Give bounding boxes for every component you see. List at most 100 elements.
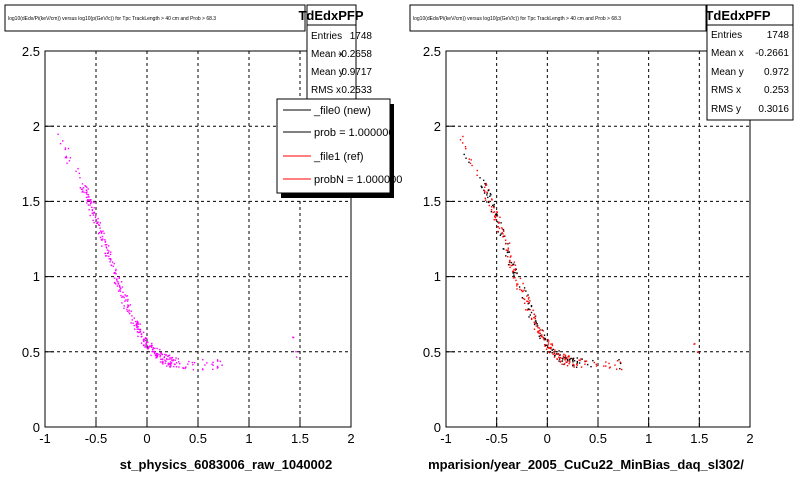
left-data-point: [126, 300, 129, 302]
right-x-tick-label: 2: [746, 431, 753, 446]
right-data-point: [496, 215, 499, 217]
left-data-point: [136, 326, 138, 328]
right-data-point: [527, 298, 530, 300]
right-data-point: [557, 353, 559, 356]
right-data-point: [564, 354, 567, 356]
left-data-point: [169, 366, 171, 368]
right-data-point: [512, 263, 514, 266]
left-data-point: [81, 183, 84, 185]
right-data-point: [527, 308, 530, 310]
left-data-point: [104, 244, 107, 246]
left-data-point: [105, 247, 108, 249]
right-data-point: [497, 226, 499, 228]
left-data-point: [212, 361, 214, 363]
right-data-point: [501, 228, 504, 230]
left-data-point: [155, 357, 157, 359]
left-data-point: [102, 238, 104, 240]
right-data-point: [536, 331, 539, 333]
right-data-point: [504, 239, 507, 241]
right-data-point: [609, 366, 611, 368]
right-data-point: [553, 352, 555, 355]
left-data-point: [175, 357, 177, 359]
left-data-point: [136, 328, 138, 330]
left-data-point: [108, 245, 110, 247]
left-data-point: [64, 147, 67, 149]
left-data-point: [132, 322, 134, 324]
right-data-point: [514, 276, 516, 279]
right-data-point: [572, 365, 574, 367]
right-data-point: [493, 219, 495, 221]
right-data-point: [513, 271, 515, 274]
left-title: log10(dEdx/Pi(keV/cm)) versus log10(p(Ge…: [8, 16, 216, 22]
right-data-point: [542, 330, 545, 332]
right-data-point: [512, 277, 515, 279]
left-data-point: [155, 353, 158, 355]
right-data-point: [484, 191, 486, 193]
left-data-point: [81, 191, 83, 193]
right-data-point: [538, 335, 541, 337]
right-data-point: [488, 200, 491, 203]
right-data-point: [581, 358, 583, 360]
right-data-point: [572, 363, 574, 366]
right-data-point: [558, 358, 561, 360]
left-stats-box: TdEdxPFP Entries 1748 Mean x -0.2658 Mea…: [298, 4, 372, 102]
right-data-point: [545, 348, 548, 350]
right-data-point: [541, 329, 543, 331]
right-data-point: [493, 211, 496, 213]
right-data-point: [554, 355, 556, 357]
right-data-point: [514, 271, 516, 274]
left-data-point: [146, 337, 148, 340]
left-data-point: [182, 367, 185, 369]
right-data-point: [525, 290, 527, 292]
left-data-point: [113, 271, 116, 274]
right-data-point: [506, 251, 509, 254]
left-data-point: [128, 309, 130, 311]
left-data-point: [84, 185, 86, 187]
left-data-point: [111, 261, 114, 263]
left-data-point: [87, 196, 89, 198]
right-data-point: [569, 361, 571, 363]
right-data-point: [551, 351, 553, 354]
right-data-point: [527, 300, 529, 303]
right-y-tick-label: 2.5: [423, 44, 441, 59]
left-data-point: [95, 219, 98, 221]
right-x-ticks: -1 -0.5 0 0.5 1 1.5 2: [440, 431, 753, 446]
left-data-point: [170, 365, 172, 367]
left-data-point: [159, 348, 161, 351]
right-data-point: [535, 322, 537, 324]
right-data-point: [563, 356, 565, 359]
right-data-point: [484, 186, 486, 188]
left-x-tick-label: -0.5: [85, 431, 107, 446]
left-data-point: [152, 348, 154, 350]
right-data-point: [542, 337, 545, 339]
left-data-point: [91, 206, 93, 209]
right-data-point: [485, 182, 487, 185]
left-data-point: [81, 188, 84, 190]
right-data-point: [459, 139, 462, 141]
right-data-point: [479, 177, 481, 179]
legend-label-file0: _file0 (new): [313, 105, 371, 117]
right-data-point: [540, 335, 543, 338]
right-data-point: [576, 357, 578, 359]
right-data-point: [619, 368, 621, 370]
left-data-point: [161, 362, 163, 364]
left-data-point: [64, 156, 67, 159]
left-x-tick-label: 2: [347, 431, 354, 446]
right-data-point: [568, 356, 570, 358]
right-pad: log10(dEdx/Pi(keV/cm)) versus log10(p(Ge…: [409, 4, 794, 472]
left-data-point: [166, 358, 168, 360]
right-data-point: [550, 343, 552, 345]
left-data-point: [156, 354, 158, 356]
right-stats-label: RMS x: [711, 85, 741, 96]
left-data-point: [169, 357, 171, 359]
left-data-point: [66, 162, 68, 164]
right-data-point: [516, 285, 518, 287]
left-data-point: [130, 322, 132, 324]
left-data-point: [166, 365, 168, 367]
right-data-point: [570, 357, 572, 360]
right-data-point: [511, 264, 514, 266]
right-data-point: [556, 351, 558, 353]
left-data-point: [221, 364, 223, 366]
left-data-point: [170, 358, 172, 360]
right-data-point: [572, 361, 574, 363]
